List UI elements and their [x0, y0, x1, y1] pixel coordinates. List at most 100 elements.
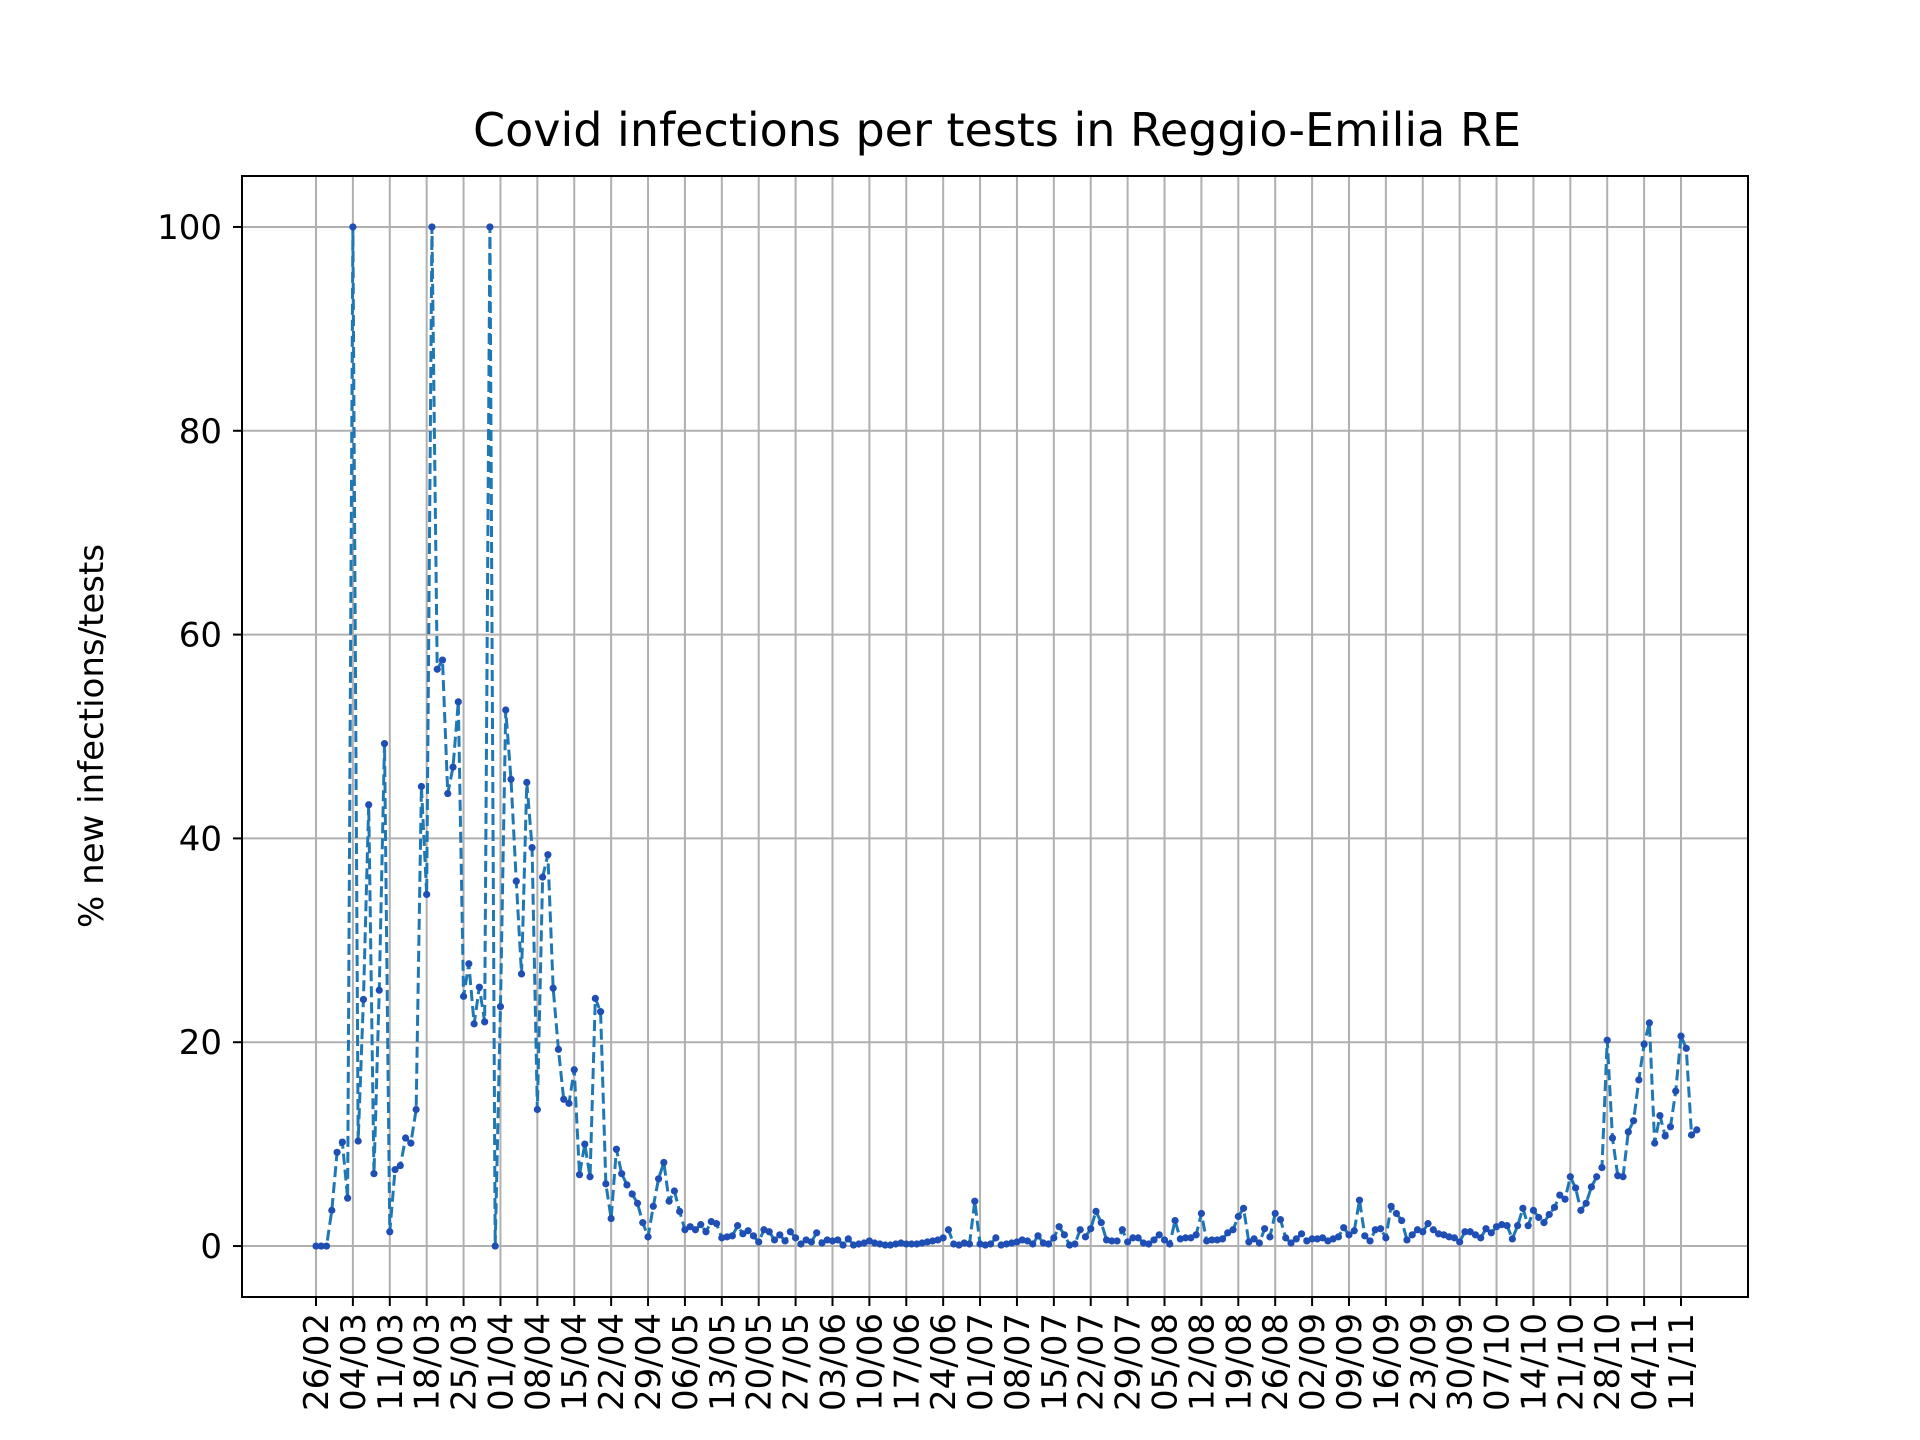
data-point [971, 1197, 979, 1205]
x-tick-label: 30/09 [1441, 1313, 1481, 1411]
data-point [712, 1220, 721, 1228]
data-point [807, 1238, 816, 1246]
x-tick-label: 13/05 [703, 1313, 743, 1411]
data-point [1155, 1231, 1163, 1239]
data-point [317, 1242, 325, 1250]
data-point [454, 698, 462, 706]
data-point [1582, 1199, 1590, 1207]
x-tick-label: 11/03 [371, 1313, 411, 1411]
data-point [623, 1181, 631, 1189]
data-point [1545, 1210, 1553, 1219]
data-point [665, 1197, 673, 1205]
data-point [881, 1241, 889, 1249]
data-point [681, 1226, 689, 1234]
x-tick-label: 19/08 [1219, 1313, 1259, 1411]
data-point [1192, 1231, 1200, 1239]
data-point [581, 1140, 589, 1148]
data-point [654, 1175, 663, 1183]
data-point [1271, 1209, 1279, 1218]
data-point [1461, 1228, 1469, 1236]
x-tick-label: 22/04 [592, 1313, 632, 1411]
data-point [512, 877, 520, 885]
data-point [1619, 1173, 1627, 1181]
data-point [1656, 1112, 1664, 1120]
data-point [1608, 1134, 1617, 1142]
data-point [449, 763, 457, 771]
x-tick-label: 02/09 [1293, 1313, 1333, 1411]
data-point [1640, 1040, 1648, 1048]
plot-frame [241, 175, 1749, 1298]
data-point [670, 1187, 678, 1195]
data-point [1450, 1234, 1458, 1242]
data-point [412, 1105, 420, 1114]
data-point [1087, 1225, 1095, 1233]
data-point [1218, 1235, 1227, 1243]
y-tick-label: 20 [179, 1023, 222, 1063]
data-point [1392, 1209, 1401, 1218]
data-point [1055, 1223, 1063, 1231]
data-point [1419, 1228, 1427, 1236]
x-tick-label: 16/09 [1367, 1313, 1407, 1411]
data-point [776, 1231, 784, 1239]
data-point [359, 995, 368, 1004]
data-point [433, 665, 441, 673]
data-point [1224, 1229, 1232, 1237]
data-point [1471, 1231, 1480, 1239]
x-tick-label: 29/04 [629, 1313, 669, 1411]
data-point [1076, 1226, 1084, 1234]
data-point [734, 1222, 742, 1230]
data-point [344, 1194, 352, 1202]
data-point [312, 1242, 320, 1250]
x-tick-label: 15/07 [1035, 1313, 1075, 1411]
data-point [1350, 1227, 1358, 1235]
data-point [1171, 1216, 1179, 1225]
data-point [1081, 1233, 1090, 1241]
data-point [1687, 1131, 1696, 1139]
x-tick-label: 06/05 [666, 1313, 706, 1411]
data-point [749, 1232, 758, 1240]
y-axis-label: % new infections/tests [72, 544, 112, 928]
x-tick-label: 10/06 [850, 1313, 890, 1411]
x-tick-label: 11/11 [1662, 1313, 1702, 1411]
x-tick-label: 20/05 [740, 1313, 780, 1411]
x-tick-label: 26/02 [297, 1313, 337, 1411]
data-point [1587, 1183, 1596, 1191]
data-point [1187, 1234, 1195, 1242]
data-point [1477, 1234, 1485, 1242]
data-point [1524, 1222, 1532, 1230]
data-point [475, 983, 483, 991]
data-point [549, 984, 557, 992]
data-point [438, 656, 447, 664]
data-point [322, 1242, 331, 1250]
data-point [459, 992, 468, 1000]
data-point [365, 801, 373, 809]
data-point [797, 1240, 805, 1248]
data-point [1529, 1206, 1538, 1214]
data-point [375, 986, 383, 994]
data-point [1334, 1233, 1343, 1241]
series-layer [312, 223, 1701, 1250]
data-point [765, 1228, 773, 1236]
data-point [1129, 1234, 1137, 1242]
data-point [639, 1219, 647, 1227]
data-point [702, 1228, 710, 1236]
data-point [728, 1232, 736, 1240]
data-point [618, 1170, 626, 1178]
data-point [1197, 1209, 1206, 1218]
data-point [1181, 1234, 1190, 1242]
data-point [1376, 1225, 1385, 1233]
data-point [676, 1207, 684, 1215]
data-point [744, 1227, 752, 1235]
data-point [1387, 1202, 1395, 1210]
data-point [423, 890, 431, 899]
data-point [649, 1202, 657, 1210]
data-point [539, 873, 547, 881]
data-point [818, 1239, 826, 1247]
data-point [1297, 1230, 1306, 1238]
data-point [507, 775, 515, 783]
data-point [1239, 1204, 1248, 1212]
data-point [1429, 1226, 1437, 1234]
data-point [1234, 1212, 1242, 1221]
data-point [1029, 1240, 1037, 1248]
